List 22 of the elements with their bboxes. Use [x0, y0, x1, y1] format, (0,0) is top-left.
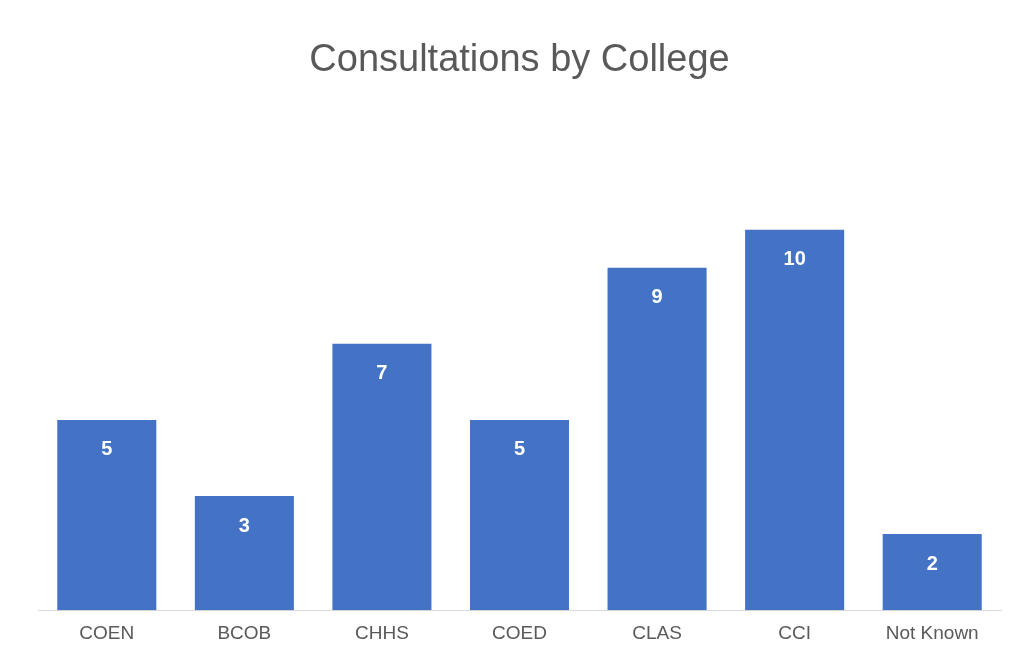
- data-label: 5: [101, 437, 113, 460]
- data-label: 2: [926, 551, 938, 574]
- bar: [332, 343, 432, 611]
- bar: [745, 229, 845, 611]
- x-tick-label: CLAS: [632, 621, 682, 643]
- data-label: 7: [376, 361, 388, 384]
- x-tick-label: COEN: [79, 621, 135, 643]
- data-label: 9: [651, 285, 663, 308]
- x-tick-label: COED: [492, 621, 547, 643]
- bar: [194, 496, 294, 611]
- bar: [882, 534, 982, 611]
- x-tick-label: CHHS: [355, 621, 409, 643]
- bar: [57, 419, 157, 611]
- bar: [469, 419, 570, 611]
- data-label: 3: [238, 513, 250, 536]
- data-label: 10: [783, 247, 806, 270]
- bar: [607, 267, 707, 611]
- chart-title: Consultations by College: [309, 37, 730, 80]
- data-label: 5: [513, 437, 526, 460]
- x-tick-label: BCOB: [217, 621, 272, 643]
- x-tick-label: Not Known: [885, 621, 979, 643]
- x-tick-label: CCI: [778, 621, 812, 643]
